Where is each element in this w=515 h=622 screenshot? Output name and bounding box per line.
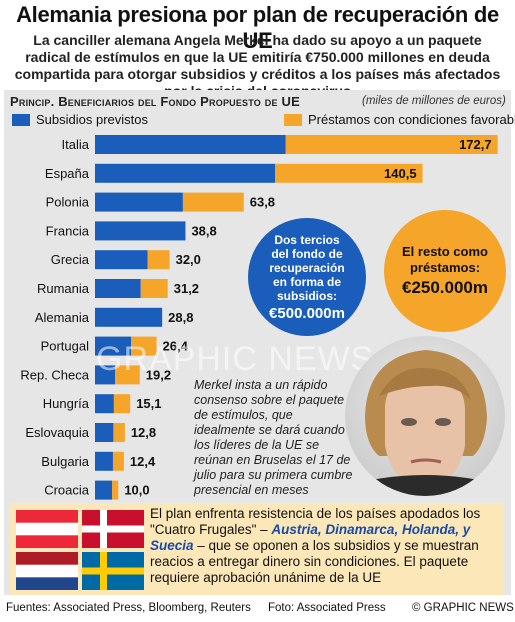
subsidies-circle-amount: €500.000m [269,304,345,322]
subsidies-bar-grecia [95,250,148,270]
chart-heading: Princip. Beneficiarios del Fondo Propues… [10,94,300,109]
value-label-eslovaquia: 12,8 [131,425,156,440]
loans-bar-croacia [112,480,119,500]
category-label-francia: Francia [46,223,90,238]
subsidies-bar-rumania [95,279,141,298]
value-label-croacia: 10,0 [124,483,149,498]
subsidies-bar-hungria [95,394,114,414]
value-label-portugal: 26,4 [163,339,189,354]
value-label-polonia: 63,8 [250,195,275,210]
loans-bar-rumania [140,279,168,298]
subsidies-circle-line4: en forma de [272,274,341,289]
category-label-grecia: Grecia [51,252,90,267]
category-label-espana: España [45,166,90,181]
value-label-espana: 140,5 [384,166,417,181]
category-label-rumania: Rumania [37,281,90,296]
loans-bar-grecia [147,250,170,270]
loans-share-circle: El resto como préstamos: €250.000m [384,210,506,332]
footer-copyright: © GRAPHIC NEWS [412,602,514,614]
watermark-text: GRAPHIC NEWS [96,340,375,378]
loans-bar-eslovaquia [113,423,125,442]
loans-bar-rep-checa [115,365,140,385]
merkel-portrait-illustration [345,350,505,496]
denmark-flag [82,510,144,548]
category-label-portugal: Portugal [41,339,90,354]
page-title: Alemania presiona por plan de recuperaci… [16,2,499,53]
subsidies-circle-line2: del fondo de [271,246,343,261]
loans-bar-polonia [182,192,244,212]
legend-swatch-loans [284,114,302,126]
loans-circle-line2: préstamos: [409,260,481,275]
subsidies-bar-italia [95,135,286,154]
legend-label-subsidies: Subsidios previstos [36,112,148,127]
value-label-francia: 38,8 [191,223,216,238]
loans-bar-espana [275,163,423,183]
loans-circle-line1: El resto como [402,244,488,259]
category-label-croacia: Croacia [44,483,90,498]
value-label-bulgaria: 12,4 [130,454,156,469]
category-label-alemania: Alemania [35,310,90,325]
loans-bar-italia [285,135,498,154]
subsidies-circle-line1: Dos tercios [274,232,340,247]
loans-bar-portugal [131,336,157,356]
value-label-grecia: 32,0 [176,252,201,267]
frugal-four-note: El plan enfrenta resistencia de los país… [150,506,502,586]
note-text-part2: – que se oponen a los subsidios y se mue… [150,538,479,585]
subsidies-bar-bulgaria [95,451,113,471]
bar-chart: Italia 172,7 España 140,5 Polonia 63,8 Francia… [20,135,498,500]
loans-circle-amount: €250.000m [401,278,489,297]
subsidies-bar-portugal [95,336,132,356]
subsidies-bar-alemania [95,307,163,327]
loans-bar-hungria [113,394,131,414]
footer-photo-credit: Foto: Associated Press [268,602,386,614]
subsidies-bar-polonia [95,192,183,212]
merkel-photo [345,336,505,496]
sweden-flag [82,552,144,590]
austria-flag [16,510,78,548]
value-label-rep-checa: 19,2 [146,367,171,382]
category-label-eslovaquia: Eslovaquia [25,425,89,440]
subsidies-circle-line5: subsidios: [276,288,337,303]
note-highlight-countries: Austria, Dinamarca, Holanda, y Suecia [150,522,471,553]
subsidies-bar-francia [95,221,186,241]
footer-sources: Fuentes: Associated Press, Bloomberg, Re… [6,602,251,614]
value-label-alemania: 28,8 [168,310,193,325]
legend-label-loans: Préstamos con condiciones favorables [308,112,515,127]
note-text-part1: El plan enfrenta resistencia de los país… [150,506,481,537]
value-label-hungria: 15,1 [136,396,161,411]
category-label-hungria: Hungría [43,396,90,411]
legend-swatch-subsidies [12,114,30,126]
netherlands-flag [16,552,78,590]
category-label-rep-checa: Rep. Checa [20,367,89,382]
value-label-italia: 172,7 [459,137,492,152]
photo-caption: Merkel insta a un rápido consenso sobre … [194,378,353,497]
subsidies-circle-line3: recuperación [269,260,345,275]
loans-bar-bulgaria [112,451,124,471]
subsidies-bar-croacia [95,480,113,500]
subsidies-bar-rep-checa [95,365,116,385]
category-label-polonia: Polonia [46,195,90,210]
subsidies-bar-espana [95,163,276,183]
chart-unit: (miles de millones de euros) [362,95,506,107]
value-label-rumania: 31,2 [174,281,199,296]
subsidies-share-circle: Dos tercios del fondo de recuperación en… [248,218,366,336]
subsidies-bar-eslovaquia [95,423,114,442]
category-label-bulgaria: Bulgaria [41,454,89,469]
category-label-italia: Italia [62,137,90,152]
